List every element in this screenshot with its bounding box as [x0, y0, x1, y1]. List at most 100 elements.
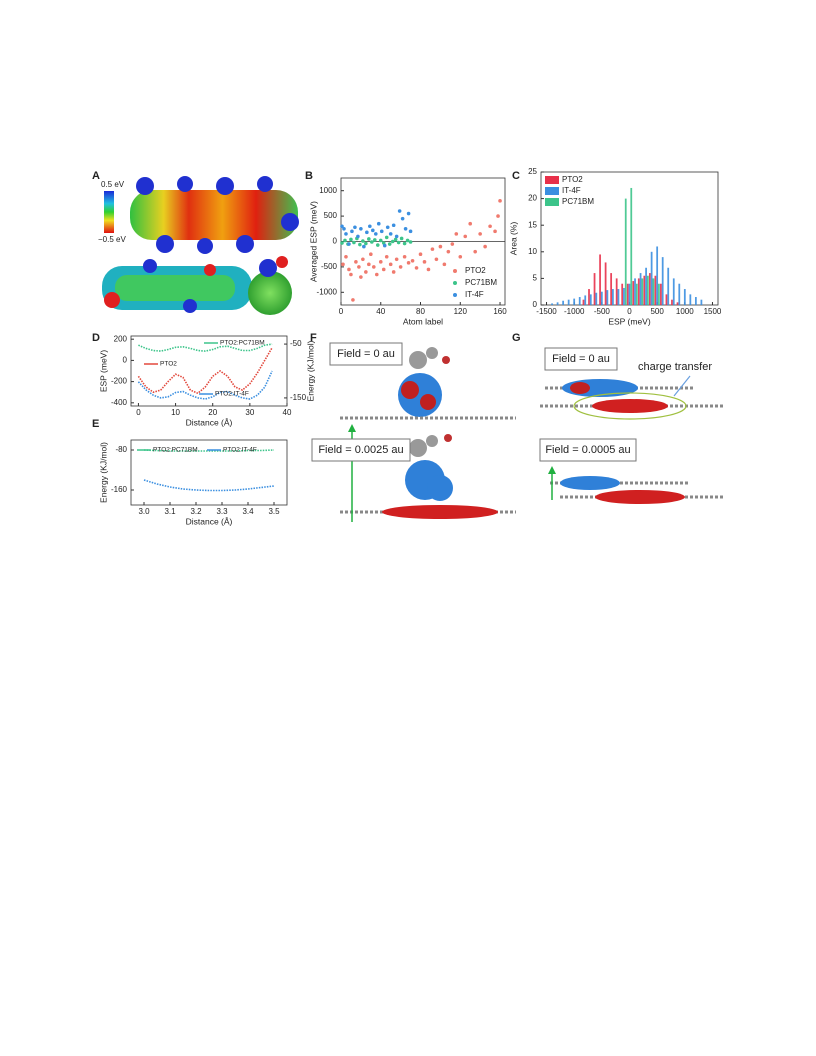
bar	[612, 289, 614, 305]
x-tick-label: -1000	[564, 307, 585, 316]
point	[372, 265, 376, 269]
bar	[595, 292, 598, 305]
point	[488, 224, 492, 229]
field-label: Field = 0 au	[552, 353, 610, 365]
bar	[661, 257, 664, 305]
y-tick-label: -80	[115, 445, 127, 454]
bar	[610, 273, 613, 305]
line	[138, 343, 273, 352]
panel-label: A	[92, 170, 100, 182]
point	[390, 239, 395, 244]
y-axis-title: Averaged ESP (meV)	[308, 201, 318, 282]
y-axis-title: ESP (meV)	[98, 350, 108, 393]
point	[378, 238, 383, 243]
y-tick-label: -1000	[317, 287, 338, 296]
x-tick-label: 3.2	[190, 507, 202, 516]
bar	[584, 295, 587, 305]
line	[143, 449, 275, 452]
bar	[617, 289, 620, 305]
bar	[632, 281, 635, 305]
bar	[628, 283, 631, 305]
bar	[606, 290, 609, 305]
x-tick-label: 40	[283, 408, 292, 417]
panel-label: F	[310, 332, 317, 344]
point	[493, 229, 497, 234]
point	[399, 236, 404, 241]
point	[406, 211, 411, 216]
legend-label: PTO2:PC71BM	[220, 340, 265, 347]
point	[422, 260, 427, 264]
point	[340, 224, 344, 229]
field-label: Field = 0.0025 au	[318, 444, 403, 456]
line	[137, 370, 273, 400]
x-tick-label: 3.5	[268, 507, 280, 516]
point	[400, 216, 405, 221]
legend-label: IT-4F	[465, 290, 484, 299]
bar	[623, 287, 625, 305]
point	[372, 238, 377, 242]
point	[398, 265, 403, 269]
bar	[637, 278, 640, 305]
colorbar-label: −0.5 eV	[98, 235, 126, 244]
point	[446, 249, 451, 254]
point	[374, 272, 379, 277]
point	[434, 257, 439, 262]
bar	[599, 254, 601, 305]
bar	[689, 294, 692, 305]
bar	[589, 294, 592, 305]
legend-label: IT-4F	[562, 186, 581, 195]
bar	[604, 262, 607, 305]
x-tick-label: 3.4	[242, 507, 254, 516]
bar	[678, 283, 681, 305]
y-tick-label: 15	[528, 220, 537, 229]
x-tick-label: -500	[594, 307, 611, 316]
bar	[626, 283, 629, 305]
point	[388, 232, 393, 236]
bar	[645, 267, 647, 305]
bar	[652, 278, 655, 305]
legend-label: PTO2	[160, 361, 177, 368]
bar	[634, 278, 636, 305]
bar	[667, 267, 670, 305]
label-box	[539, 438, 637, 462]
bar	[641, 278, 644, 305]
bar	[676, 302, 679, 305]
bar	[671, 299, 673, 305]
field-label: Field = 0.0005 au	[545, 444, 630, 456]
point	[454, 232, 459, 236]
x-tick-label: 1000	[676, 307, 694, 316]
point	[394, 234, 399, 239]
x-tick-label: 10	[171, 408, 180, 417]
point	[351, 298, 355, 302]
point	[347, 242, 351, 246]
bar	[630, 187, 633, 305]
legend-label: PTO2:IT-4F	[215, 391, 249, 398]
legend-label: PC71BM	[465, 278, 497, 287]
point	[402, 254, 407, 259]
point	[343, 238, 347, 243]
y-axis-title: Area (%)	[508, 222, 518, 256]
bar	[556, 302, 559, 305]
point	[463, 234, 468, 239]
point	[478, 232, 482, 236]
legend-label: PTO2	[465, 266, 486, 275]
point	[378, 260, 383, 264]
point	[340, 241, 344, 245]
y-tick-label: 1000	[319, 186, 337, 195]
point	[367, 262, 371, 267]
point	[438, 244, 443, 249]
panel-label: B	[305, 170, 313, 182]
x-tick-label: 80	[416, 307, 425, 316]
point	[361, 257, 365, 262]
y-tick-label: -500	[321, 262, 338, 271]
orbital-diagram	[540, 375, 725, 504]
x-axis-title: Distance (Å)	[186, 417, 233, 427]
point	[367, 237, 371, 241]
point	[361, 239, 365, 243]
bar	[683, 289, 686, 305]
legend-swatch	[453, 293, 457, 297]
point	[376, 221, 381, 226]
x-tick-label: 3.3	[216, 507, 228, 516]
point	[370, 240, 374, 244]
legend-label: PTO2:IT-4F	[223, 447, 257, 454]
